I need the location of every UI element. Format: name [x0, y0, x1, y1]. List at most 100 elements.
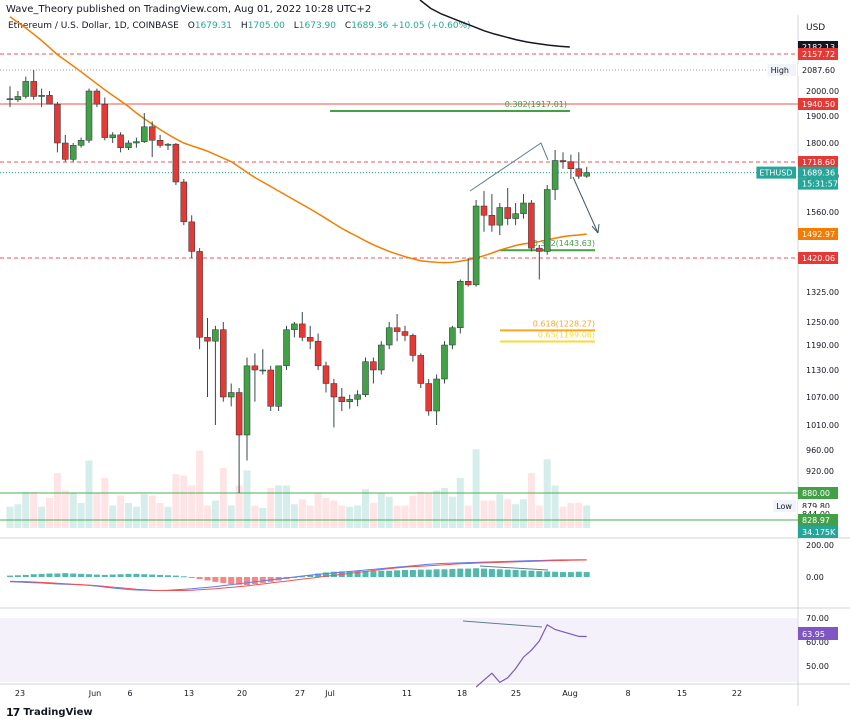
y-tick-label: 1800.00 — [806, 139, 839, 148]
candle-body — [354, 394, 361, 400]
macd-histogram-bar — [251, 577, 258, 584]
macd-histogram-bar — [157, 574, 164, 577]
axes-layer: 2000.001900.001800.001680.001560.001325.… — [15, 41, 839, 698]
x-tick-label: 23 — [15, 689, 25, 698]
macd-histogram-bar — [473, 568, 480, 577]
x-tick-label: Aug — [562, 689, 578, 698]
macd-signal-line — [9, 559, 587, 592]
y-tick-label: 1250.00 — [806, 318, 839, 327]
price-badge — [798, 526, 838, 538]
candle-body — [496, 207, 504, 226]
price-badge — [798, 64, 838, 76]
candle-body — [85, 90, 93, 141]
volume-bar — [456, 478, 464, 528]
candle-body — [148, 126, 156, 141]
candle-body — [330, 383, 338, 398]
volume-bar — [283, 485, 290, 528]
volume-bar — [369, 503, 377, 528]
candle-body — [409, 335, 417, 356]
y-tick-label: 2000.00 — [806, 87, 839, 96]
price-scale-bg — [798, 0, 850, 706]
candle-body — [401, 331, 409, 336]
volume-bar — [401, 505, 409, 528]
macd-histogram-bar — [575, 571, 582, 577]
price-badge-label: 1420.06 — [802, 254, 835, 263]
volume-bar — [567, 503, 575, 528]
candle-body — [306, 337, 314, 342]
macd-histogram-bar — [14, 575, 21, 577]
moving-averages-layer — [9, 0, 587, 264]
volume-bar — [14, 504, 22, 528]
macd-histogram-bar — [417, 569, 424, 577]
x-tick-label: 25 — [511, 689, 521, 698]
volume-bar — [125, 503, 132, 528]
volume-bar — [409, 495, 417, 528]
ma200-line — [419, 0, 570, 48]
price-badge-label: 879.80 — [802, 502, 830, 511]
volume-bar — [322, 498, 330, 528]
candle-body — [283, 329, 290, 367]
candle-body — [299, 323, 306, 338]
macd-histogram-bar — [54, 573, 61, 577]
y-tick-label: 960.00 — [806, 446, 834, 455]
volume-bar — [38, 506, 46, 528]
fib-level-label: 0.618(1228.27) — [533, 319, 595, 328]
volume-bar — [298, 499, 306, 528]
volume-bar — [148, 495, 156, 528]
x-tick-label: 27 — [295, 689, 305, 698]
macd-histogram-bar — [457, 568, 464, 577]
volume-bar — [6, 506, 14, 528]
x-tick-label: 15 — [677, 689, 687, 698]
volume-bar — [172, 474, 180, 528]
candle-body — [346, 399, 353, 402]
change-value: +10.05 (+0.60%) — [391, 21, 471, 31]
y-tick-label: 1900.00 — [806, 112, 839, 121]
rsi-tick-label: 70.00 — [806, 614, 829, 623]
volume-bar — [314, 493, 322, 528]
volume-bar — [211, 500, 219, 528]
price-badge — [798, 156, 838, 168]
candle-body — [322, 365, 330, 384]
volume-bar — [338, 505, 346, 528]
volume-bar — [69, 493, 77, 528]
candle-body — [188, 221, 195, 252]
candle-body — [520, 202, 527, 214]
candle-body — [551, 160, 559, 190]
candle-body — [441, 344, 448, 380]
macd-histogram-bar — [22, 574, 29, 577]
low-label: L — [293, 21, 299, 31]
price-badge — [798, 228, 838, 240]
macd-histogram-bar — [449, 568, 456, 577]
fib-level-label: 0.382(1917.01) — [505, 100, 567, 109]
macd-histogram-bar — [409, 570, 416, 577]
volume-bar — [132, 506, 140, 528]
candle-body — [22, 81, 30, 97]
candle-body — [54, 103, 61, 144]
macd-histogram-bar — [307, 574, 314, 577]
high-label: H — [240, 21, 248, 31]
candle-body — [480, 205, 488, 216]
macd-histogram-bar — [62, 573, 69, 577]
levels-layer: 0.382(1917.01) 0.382(1443.63) 0.618(1228.2… — [0, 53, 798, 521]
price-badge-label: 34.175K — [802, 528, 836, 537]
x-tick-label: 20 — [237, 689, 247, 698]
countdown-label: 15:31:57 — [802, 180, 838, 189]
price-tag-box — [756, 166, 796, 179]
volume-bar — [504, 499, 512, 528]
candle-body — [543, 189, 551, 252]
macd-histogram-bar — [520, 570, 527, 577]
price-badge-label: 828.97 — [802, 516, 830, 525]
macd-histogram-bar — [212, 577, 219, 582]
volume-bar — [472, 449, 480, 528]
candle-body — [243, 365, 251, 436]
macd-histogram-bar — [165, 575, 171, 577]
volume-bar — [85, 460, 93, 528]
macd-histogram-bar — [370, 571, 377, 577]
candle-body — [457, 281, 464, 328]
macd-histogram-bar — [481, 568, 487, 577]
macd-histogram-bar — [228, 577, 235, 584]
candle-body — [251, 365, 259, 371]
macd-histogram-bar — [299, 576, 306, 578]
volume-bar — [46, 498, 53, 528]
